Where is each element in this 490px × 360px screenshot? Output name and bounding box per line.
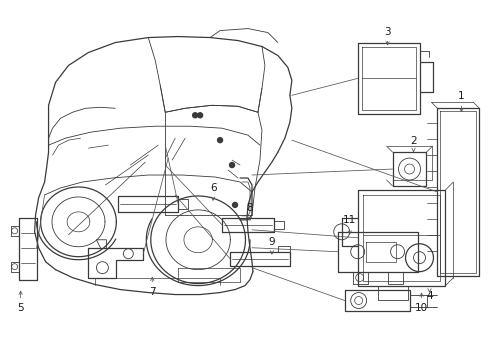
Text: 10: 10 <box>415 302 428 312</box>
Text: 5: 5 <box>17 302 24 312</box>
Text: 6: 6 <box>210 183 217 193</box>
Circle shape <box>229 163 235 167</box>
Text: 2: 2 <box>410 136 417 146</box>
Text: 8: 8 <box>246 203 253 213</box>
Circle shape <box>193 113 197 118</box>
Text: 3: 3 <box>384 27 391 37</box>
Text: 1: 1 <box>458 91 465 101</box>
Text: 11: 11 <box>343 215 356 225</box>
Text: 7: 7 <box>149 287 156 297</box>
Text: 4: 4 <box>426 291 433 301</box>
Circle shape <box>197 113 203 118</box>
Circle shape <box>233 202 238 207</box>
Circle shape <box>218 138 222 143</box>
Text: 9: 9 <box>269 237 275 247</box>
